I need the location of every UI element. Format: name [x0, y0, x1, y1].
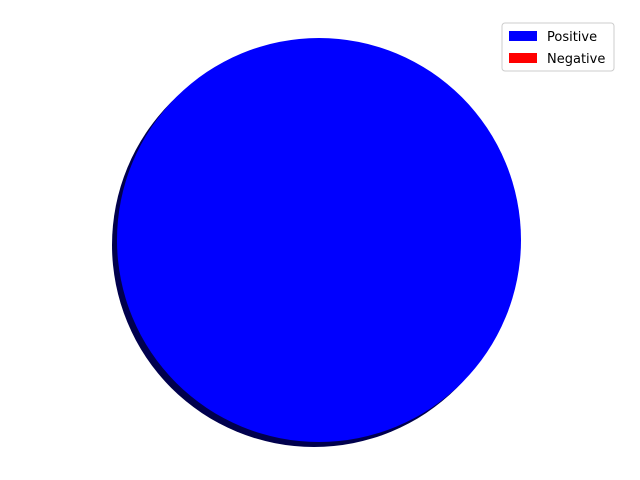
pie-slices-layer — [117, 38, 521, 442]
legend-label-positive: Positive — [547, 30, 597, 45]
legend: Positive Negative — [501, 22, 615, 72]
legend-label-negative: Negative — [547, 52, 605, 67]
legend-swatch-negative — [509, 53, 537, 63]
legend-swatch-positive — [509, 31, 537, 41]
pie-slice-positive — [117, 38, 521, 442]
